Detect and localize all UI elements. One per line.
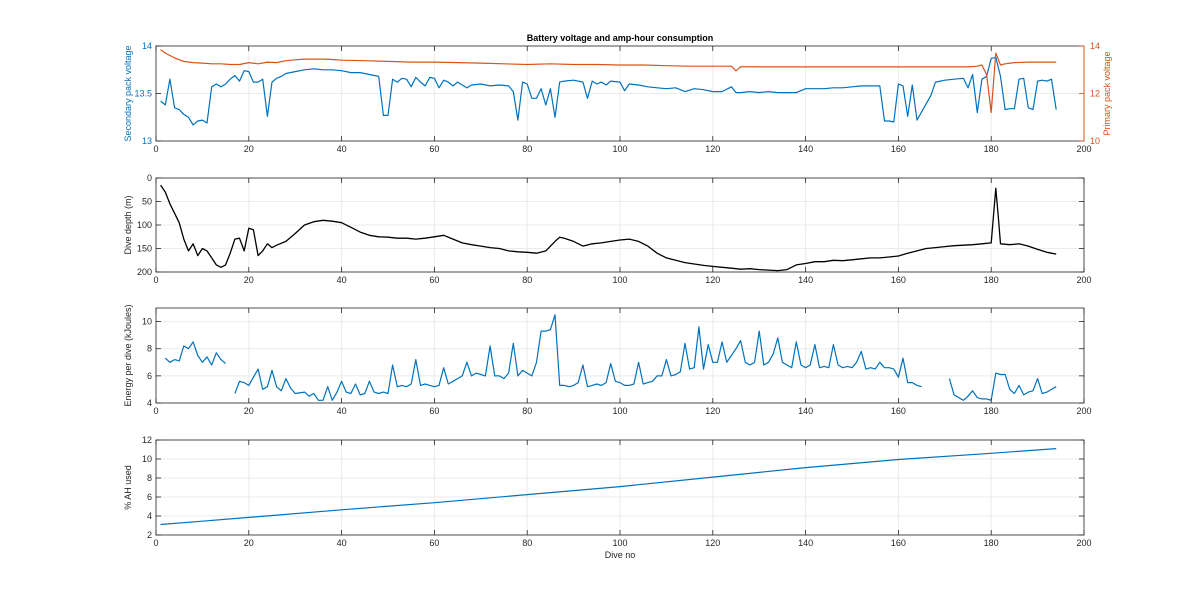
x-tick-label: 200 [1076,275,1091,285]
series-line-1-1 [160,184,1057,272]
y-tick-label: 4 [147,511,152,521]
y-tick-label: 50 [142,197,152,207]
x-tick-label: 140 [798,144,813,154]
y-tick-label: 8 [147,473,152,483]
x-tick-label: 60 [429,538,439,548]
y-tick-label: 13 [142,136,152,146]
panels: 0 20 40 60 80 100 120 140 160 180 2001313.514Secon… [123,41,1112,548]
x-tick-label: 140 [798,406,813,416]
x-tick-label: 160 [891,406,906,416]
panel-3: 0 20 40 60 80 100 120 140 160 180 200 4 6 8 10 Energy p… [123,304,1092,416]
x-tick-label: 80 [522,538,532,548]
y-tick-label: 6 [147,371,152,381]
right-y-tick-label: 10 [1090,136,1100,146]
x-tick-label: 180 [984,406,999,416]
x-tick-label: 0 [153,406,158,416]
x-tick-label: 200 [1076,538,1091,548]
x-tick-label: 160 [891,144,906,154]
y-tick-label: 100 [137,220,152,230]
x-tick-label: 20 [244,275,254,285]
x-tick-label: 20 [244,144,254,154]
x-tick-label: 80 [522,406,532,416]
x-tick-label: 100 [612,275,627,285]
x-tick-label: 100 [612,406,627,416]
x-tick-label: 60 [429,275,439,285]
y-axis-label: Dive depth (m) [123,195,133,254]
x-tick-label: 100 [612,538,627,548]
x-tick-label: 80 [522,275,532,285]
x-tick-label: 200 [1076,406,1091,416]
x-tick-label: 40 [337,406,347,416]
series-line-1-2 [234,314,922,401]
y-tick-label: 13.5 [134,89,152,99]
series-line-1-1 [160,56,1057,126]
panel-4: 0 20 40 60 80 100 120 140 160 180 200 2 4 6 8 10 12 % AH … [123,435,1092,548]
x-tick-label: 120 [705,406,720,416]
x-tick-label: 40 [337,144,347,154]
x-tick-label: 200 [1076,144,1091,154]
right-y-tick-label: 12 [1090,89,1100,99]
x-tick-label: 180 [984,275,999,285]
x-tick-label: 120 [705,538,720,548]
panel-2: 0 20 40 60 80 100 120 140 160 180 200050100150200D… [123,173,1092,285]
chart-title: Battery voltage and amp-hour consumption [527,33,714,43]
y-axis-label: Secondary pack voltage [123,45,133,141]
x-tick-label: 180 [984,538,999,548]
x-tick-label: 40 [337,538,347,548]
series-line-2-1 [160,49,1057,114]
series-line-1-1 [160,448,1057,526]
x-tick-label: 140 [798,538,813,548]
y-tick-label: 12 [142,435,152,445]
y-tick-label: 10 [142,317,152,327]
x-tick-label: 120 [705,275,720,285]
series-line-1-3 [948,372,1057,401]
y-tick-label: 200 [137,267,152,277]
x-tick-label: 120 [705,144,720,154]
x-tick-label: 0 [153,538,158,548]
y-axis-label: % AH used [123,465,133,510]
x-tick-label: 160 [891,275,906,285]
y-tick-label: 2 [147,530,152,540]
x-tick-label: 80 [522,144,532,154]
y-tick-label: 0 [147,173,152,183]
x-tick-label: 20 [244,538,254,548]
x-tick-label: 60 [429,406,439,416]
x-tick-label: 0 [153,144,158,154]
right-y-tick-label: 14 [1090,41,1100,51]
x-tick-label: 140 [798,275,813,285]
x-tick-label: 180 [984,144,999,154]
y-tick-label: 150 [137,244,152,254]
series-line-1-1 [164,341,226,366]
x-tick-label: 100 [612,144,627,154]
x-axis-label: Dive no [605,550,636,560]
right-y-axis-label: Primary pack voltage [1102,51,1112,135]
x-tick-label: 0 [153,275,158,285]
y-tick-label: 10 [142,454,152,464]
x-tick-label: 40 [337,275,347,285]
y-tick-label: 8 [147,344,152,354]
y-axis-label: Energy per dive (kJoules) [123,304,133,406]
y-tick-label: 6 [147,492,152,502]
y-tick-label: 14 [142,41,152,51]
y-tick-label: 4 [147,398,152,408]
x-tick-label: 20 [244,406,254,416]
x-tick-label: 160 [891,538,906,548]
panel-1: 0 20 40 60 80 100 120 140 160 180 200 13 13.5 14 Secon… [123,41,1112,154]
x-tick-label: 60 [429,144,439,154]
